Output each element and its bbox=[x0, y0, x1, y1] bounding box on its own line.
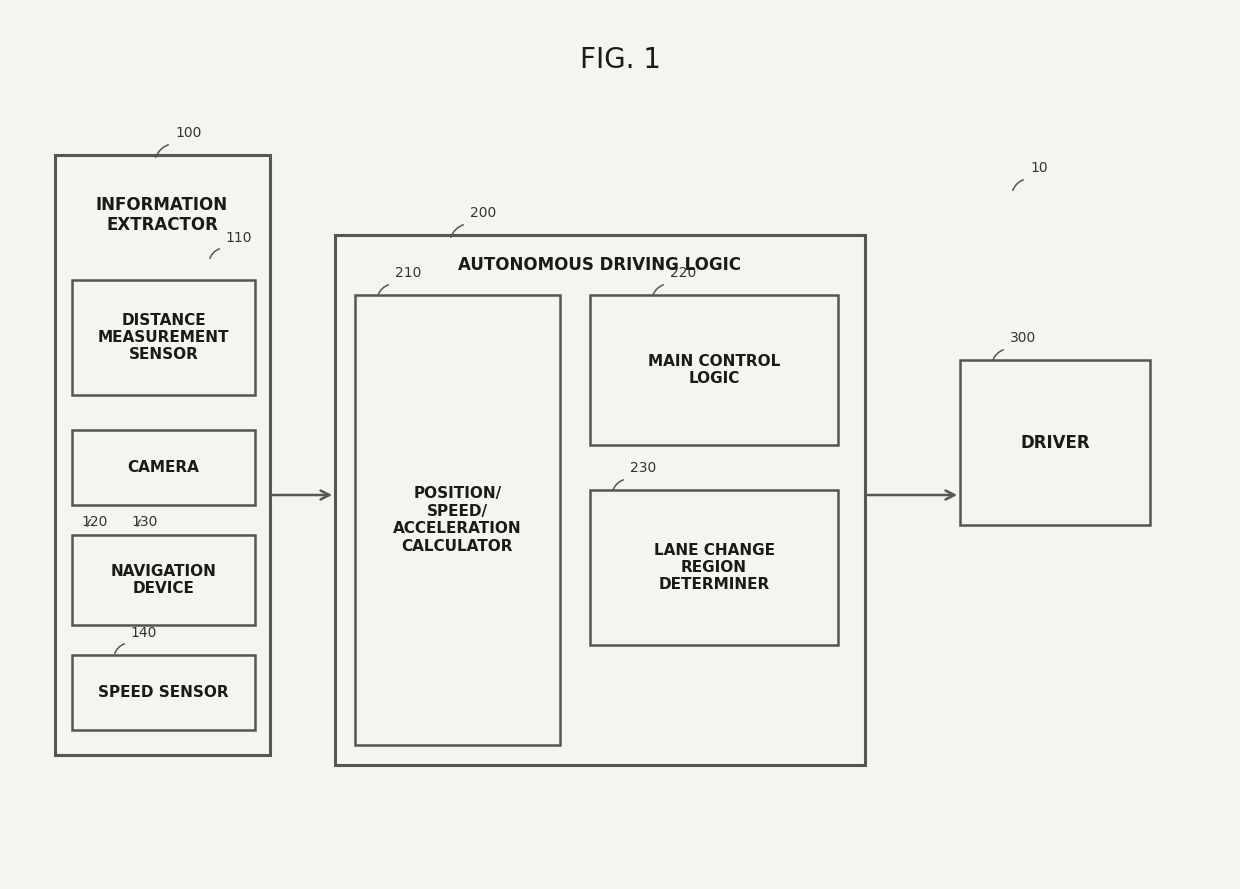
Bar bbox=[335, 235, 866, 765]
Bar bbox=[960, 360, 1149, 525]
Text: DRIVER: DRIVER bbox=[1021, 434, 1090, 452]
Text: AUTONOMOUS DRIVING LOGIC: AUTONOMOUS DRIVING LOGIC bbox=[459, 256, 742, 274]
Text: POSITION/
SPEED/
ACCELERATION
CALCULATOR: POSITION/ SPEED/ ACCELERATION CALCULATOR bbox=[393, 486, 522, 554]
Text: 100: 100 bbox=[175, 126, 201, 140]
Text: DISTANCE
MEASUREMENT
SENSOR: DISTANCE MEASUREMENT SENSOR bbox=[98, 313, 229, 363]
Text: MAIN CONTROL
LOGIC: MAIN CONTROL LOGIC bbox=[647, 354, 780, 386]
Text: INFORMATION
EXTRACTOR: INFORMATION EXTRACTOR bbox=[95, 196, 228, 235]
Bar bbox=[55, 155, 270, 755]
Text: 130: 130 bbox=[131, 515, 159, 529]
Bar bbox=[590, 295, 838, 445]
Text: FIG. 1: FIG. 1 bbox=[579, 46, 661, 74]
Text: SPEED SENSOR: SPEED SENSOR bbox=[98, 685, 229, 700]
Text: 230: 230 bbox=[630, 461, 656, 475]
Bar bbox=[72, 655, 255, 730]
Text: LANE CHANGE
REGION
DETERMINER: LANE CHANGE REGION DETERMINER bbox=[653, 542, 775, 592]
Text: 10: 10 bbox=[1030, 161, 1048, 175]
Text: 300: 300 bbox=[1011, 331, 1037, 345]
Text: 120: 120 bbox=[82, 515, 108, 529]
Bar bbox=[590, 490, 838, 645]
Bar bbox=[355, 295, 560, 745]
Text: 200: 200 bbox=[470, 206, 496, 220]
Text: 110: 110 bbox=[224, 231, 252, 245]
Text: CAMERA: CAMERA bbox=[128, 460, 200, 475]
Text: 210: 210 bbox=[396, 266, 422, 280]
Text: 220: 220 bbox=[670, 266, 696, 280]
Text: 140: 140 bbox=[130, 626, 156, 640]
Bar bbox=[72, 430, 255, 505]
Text: NAVIGATION
DEVICE: NAVIGATION DEVICE bbox=[110, 564, 217, 597]
Bar bbox=[72, 280, 255, 395]
Bar bbox=[72, 535, 255, 625]
